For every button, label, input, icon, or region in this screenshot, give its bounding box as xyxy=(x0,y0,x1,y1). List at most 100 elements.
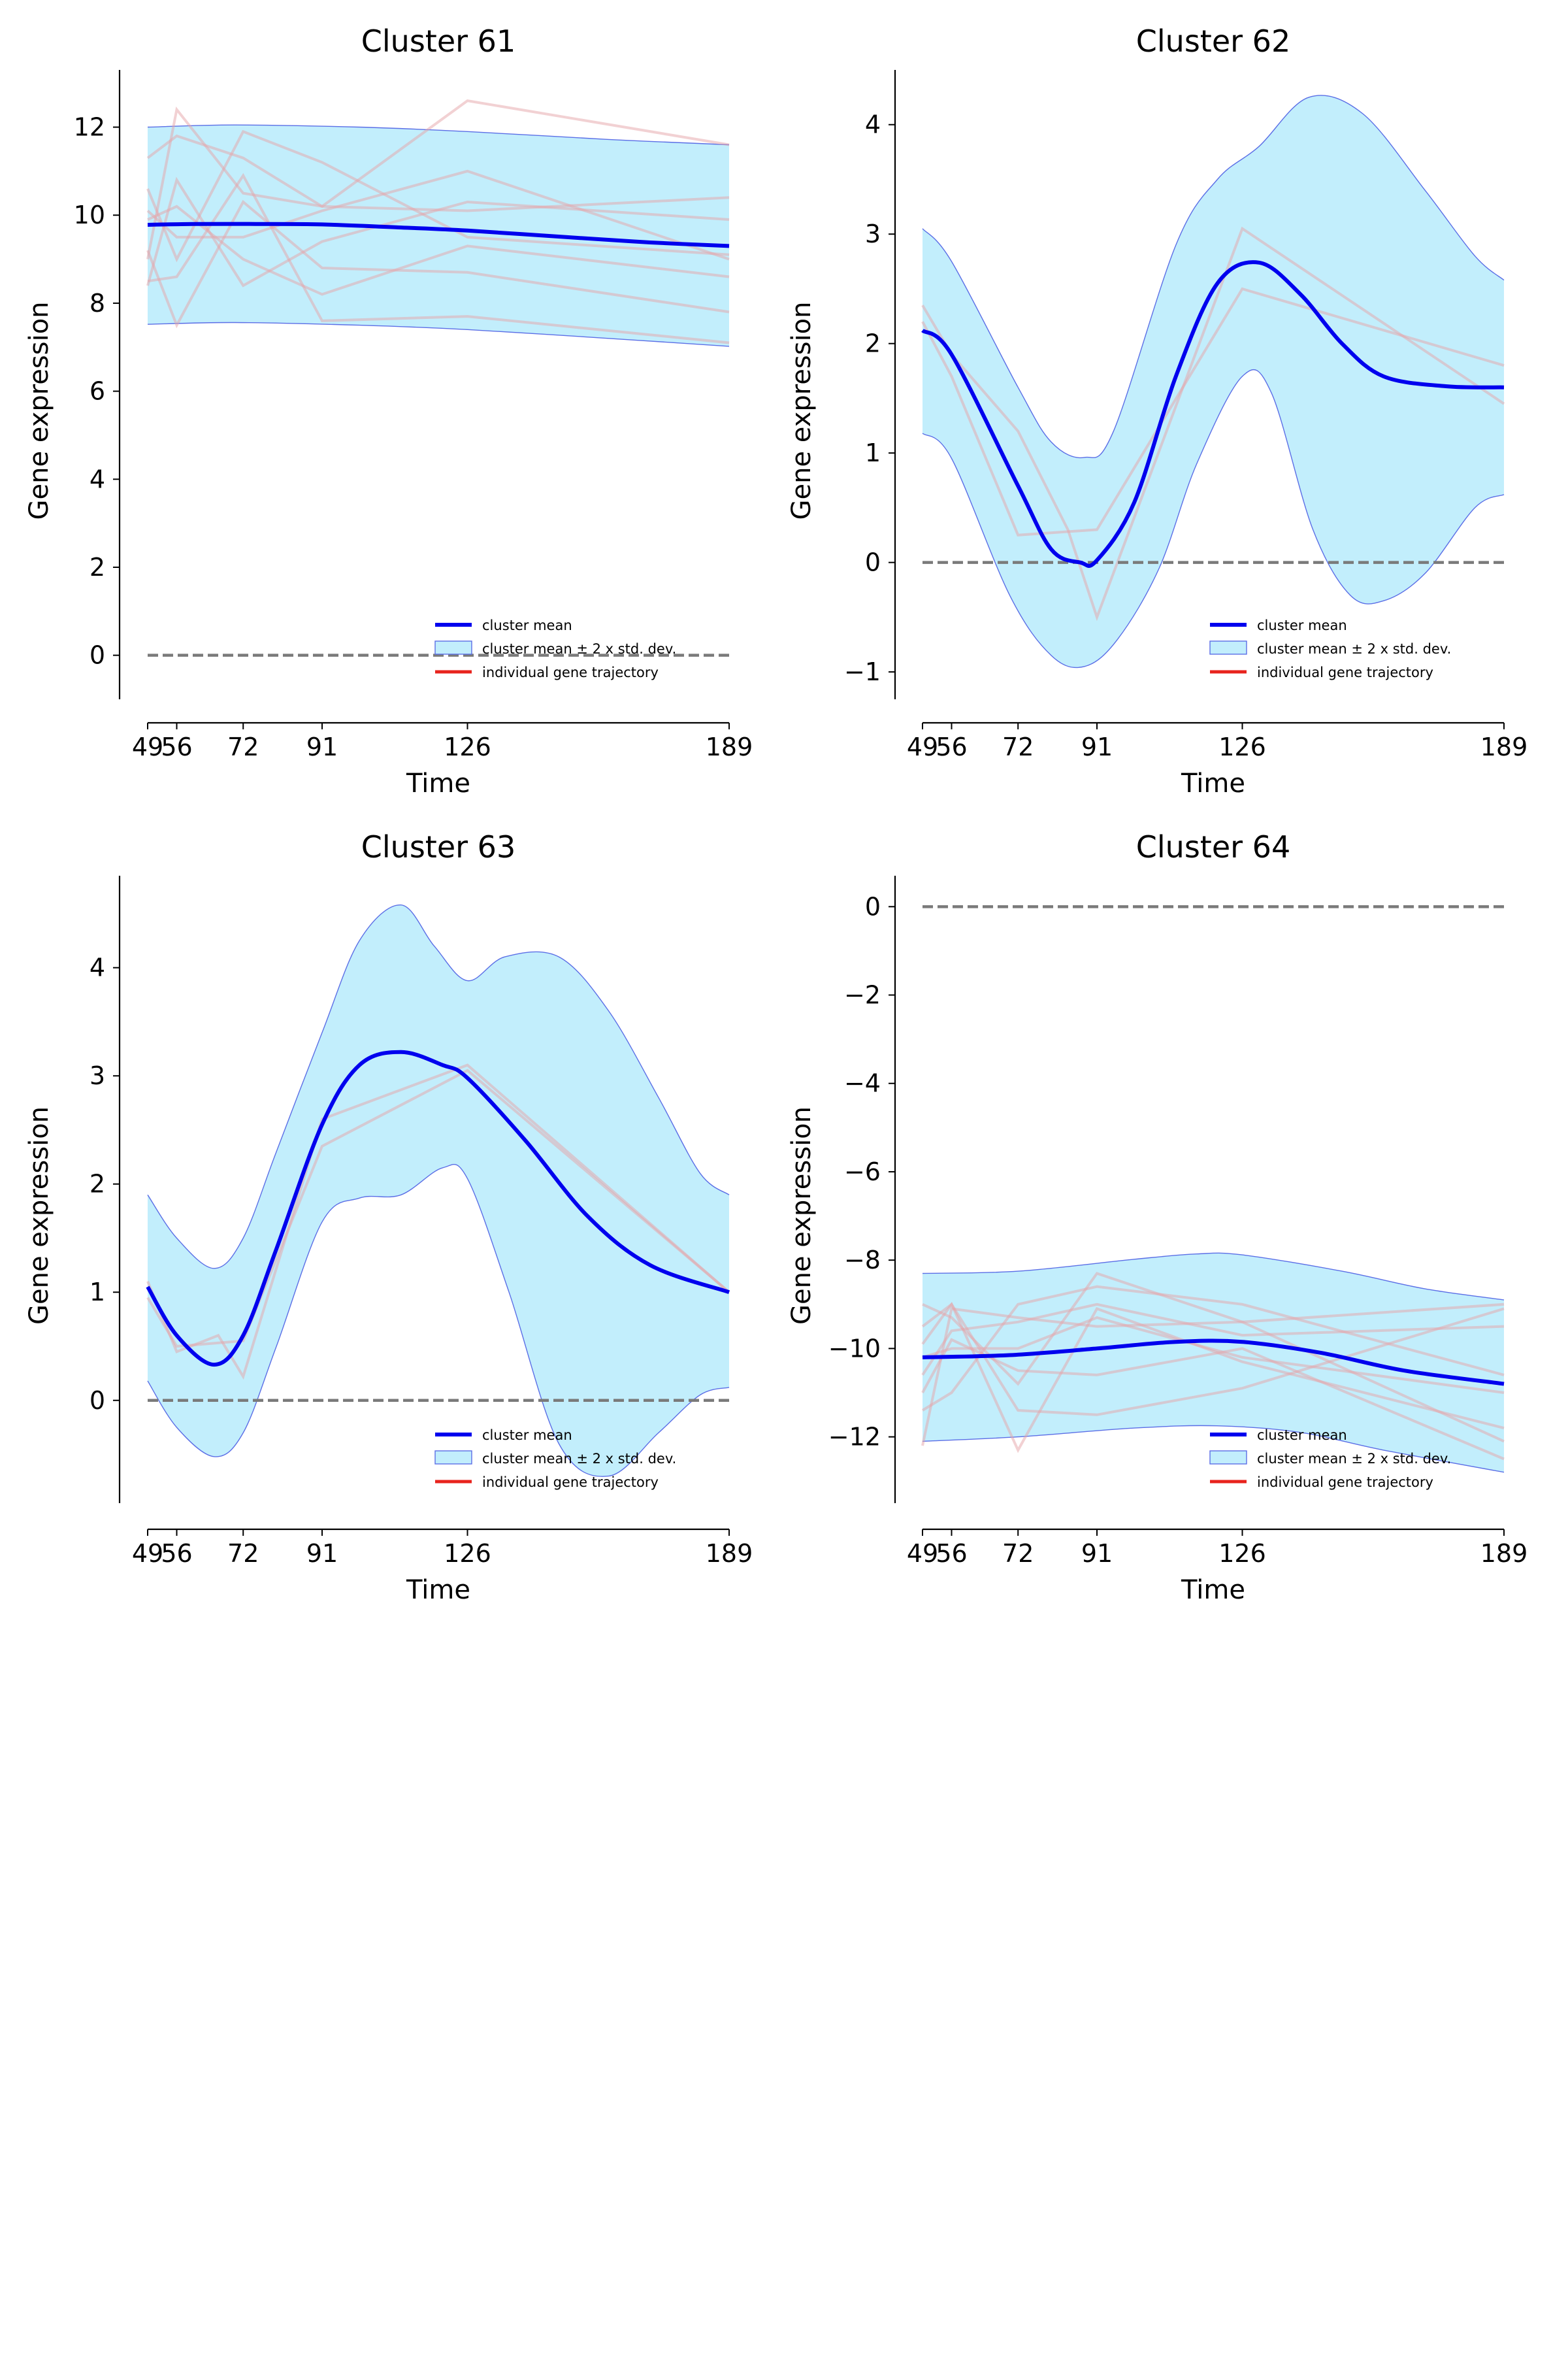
cluster-mean-line xyxy=(147,222,730,248)
y-axis-label: Gene expression xyxy=(24,1106,54,1325)
legend: cluster mean cluster mean ± 2 x std. dev.… xyxy=(1209,618,1451,680)
x-tick-label: 49 xyxy=(907,733,938,761)
legend-swatch-band xyxy=(1209,1450,1247,1465)
x-tick-label: 72 xyxy=(1002,733,1034,761)
x-axis-label: Time xyxy=(1181,1575,1245,1605)
std-band-lower-edge xyxy=(922,369,1505,669)
x-axis-label: Time xyxy=(406,1575,470,1605)
y-tick-label: 2 xyxy=(90,553,105,582)
y-tick-label: −10 xyxy=(828,1334,881,1363)
legend-label: cluster mean ± 2 x std. dev. xyxy=(1257,641,1451,657)
legend-label: cluster mean xyxy=(1257,618,1347,633)
legend: cluster mean cluster mean ± 2 x std. dev.… xyxy=(434,1427,676,1490)
gene-trajectory-2 xyxy=(146,1069,730,1348)
gene-trajectory-2 xyxy=(146,134,730,212)
y-tick-label: 10 xyxy=(74,201,105,229)
legend-label: individual gene trajectory xyxy=(1257,1474,1433,1490)
x-tick-label: 49 xyxy=(132,1539,163,1568)
y-tick-label: 4 xyxy=(90,954,105,982)
legend-swatch-band xyxy=(434,640,472,655)
x-tick-label: 56 xyxy=(161,1539,192,1568)
y-axis-label: Gene expression xyxy=(787,301,817,520)
gene-trajectory-2 xyxy=(921,287,1505,537)
legend-label: individual gene trajectory xyxy=(482,665,659,680)
std-band-lower-edge xyxy=(147,322,730,347)
x-tick-label: 56 xyxy=(936,733,967,761)
y-tick-label: 8 xyxy=(90,289,105,318)
legend-swatch-band xyxy=(434,1450,472,1465)
std-band-lower-edge xyxy=(147,1163,730,1477)
std-band xyxy=(923,1253,1504,1472)
cluster-mean-line xyxy=(922,1338,1505,1386)
std-band-lower-edge xyxy=(922,1425,1505,1473)
legend-label: cluster mean ± 2 x std. dev. xyxy=(482,1451,676,1467)
legend-swatch-band xyxy=(1209,640,1247,655)
y-tick-label: 1 xyxy=(90,1278,105,1306)
x-tick-label: 126 xyxy=(444,733,491,761)
gene-trajectory-4 xyxy=(922,1272,1505,1443)
legend: cluster mean cluster mean ± 2 x std. dev.… xyxy=(1209,1427,1451,1490)
legend-label: cluster mean xyxy=(482,618,572,633)
gene-trajectory-8 xyxy=(147,205,730,296)
chart-title: Cluster 63 xyxy=(361,829,515,865)
y-tick-label: 0 xyxy=(865,548,881,577)
y-tick-label: 1 xyxy=(865,439,881,467)
gene-trajectory-5 xyxy=(146,176,730,288)
y-tick-label: −12 xyxy=(828,1423,881,1452)
legend-label: cluster mean ± 2 x std. dev. xyxy=(1257,1451,1451,1467)
x-tick-label: 91 xyxy=(1081,1539,1113,1568)
y-tick-label: 0 xyxy=(90,1386,105,1415)
y-tick-label: −4 xyxy=(844,1069,881,1098)
chart-title: Cluster 61 xyxy=(361,24,515,59)
std-band xyxy=(148,904,729,1477)
y-tick-label: 3 xyxy=(90,1061,105,1090)
x-tick-label: 91 xyxy=(306,1539,338,1568)
y-tick-label: 3 xyxy=(865,220,881,248)
x-tick-label: 91 xyxy=(1081,733,1113,761)
y-tick-label: 2 xyxy=(90,1170,105,1199)
legend-label: individual gene trajectory xyxy=(482,1474,659,1490)
legend-label: cluster mean xyxy=(482,1427,572,1443)
std-band-upper-edge xyxy=(147,904,730,1269)
y-tick-label: 0 xyxy=(865,892,881,921)
y-tick-label: 12 xyxy=(74,113,105,142)
std-band-upper-edge xyxy=(147,124,730,146)
gene-trajectory-8 xyxy=(921,1302,1505,1376)
x-tick-label: 91 xyxy=(306,733,338,761)
y-tick-label: 2 xyxy=(865,329,881,358)
y-tick-label: 0 xyxy=(90,641,105,670)
x-tick-label: 56 xyxy=(161,733,192,761)
x-tick-label: 189 xyxy=(706,733,753,761)
x-tick-label: 56 xyxy=(936,1539,967,1568)
x-tick-label: 189 xyxy=(1480,1539,1528,1568)
y-tick-label: 4 xyxy=(90,465,105,493)
cluster-mean-line xyxy=(146,1050,730,1367)
gene-trajectory-6 xyxy=(147,173,730,344)
y-axis-label: Gene expression xyxy=(787,1106,817,1325)
gene-trajectory-5 xyxy=(921,1302,1505,1416)
x-axis-label: Time xyxy=(406,769,470,799)
gene-trajectory-2 xyxy=(921,1285,1505,1412)
legend-label: cluster mean xyxy=(1257,1427,1347,1443)
y-tick-label: −1 xyxy=(844,657,881,686)
x-tick-label: 189 xyxy=(706,1539,753,1568)
x-tick-label: 126 xyxy=(1218,733,1266,761)
std-band-upper-edge xyxy=(922,95,1505,459)
x-tick-label: 126 xyxy=(444,1539,491,1568)
gene-trajectory-1 xyxy=(146,99,730,259)
x-tick-label: 72 xyxy=(227,733,259,761)
y-tick-label: −8 xyxy=(844,1246,881,1274)
x-tick-label: 126 xyxy=(1218,1539,1266,1568)
chart-title: Cluster 64 xyxy=(1136,829,1290,865)
gene-trajectory-1 xyxy=(146,1063,730,1380)
y-tick-label: −6 xyxy=(844,1157,881,1186)
gene-trajectory-1 xyxy=(921,1301,1505,1453)
legend-label: cluster mean ± 2 x std. dev. xyxy=(482,641,676,657)
legend-label: individual gene trajectory xyxy=(1257,665,1433,680)
y-tick-label: 6 xyxy=(90,377,105,406)
chart-title: Cluster 62 xyxy=(1136,24,1290,59)
